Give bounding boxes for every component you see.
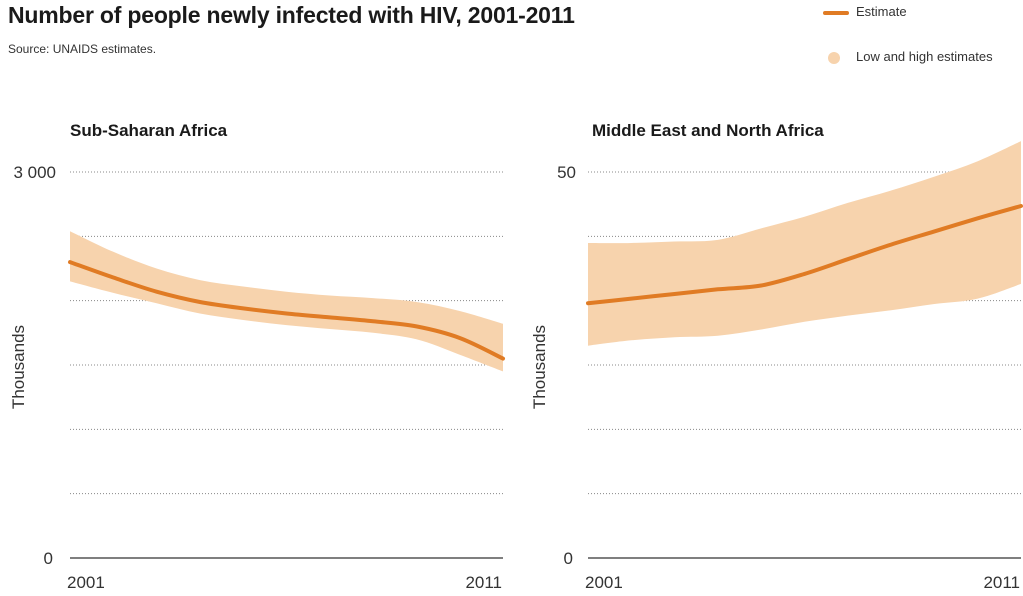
y-axis-label: Thousands <box>9 325 28 409</box>
y-tick-label: 0 <box>564 549 573 568</box>
y-tick-label: 0 <box>44 549 53 568</box>
x-tick-label: 2001 <box>585 573 623 592</box>
y-axis-label: Thousands <box>530 325 549 409</box>
chart-title: Number of people newly infected with HIV… <box>8 2 575 28</box>
panel-title: Middle East and North Africa <box>592 121 824 140</box>
range-band <box>70 231 503 372</box>
chart-panel-0: Sub-Saharan Africa 3 000 0 2001 2011 Thousand… <box>9 121 505 592</box>
x-tick-label: 2011 <box>465 573 502 592</box>
y-tick-label: 50 <box>557 163 576 182</box>
legend-item-range: Low and high estimates <box>818 47 1023 67</box>
legend-item-estimate: Estimate <box>818 2 1023 22</box>
estimate-line <box>68 260 505 361</box>
panel-title: Sub-Saharan Africa <box>70 121 228 140</box>
source-note: Source: UNAIDS estimates. <box>8 42 157 56</box>
x-tick-label: 2001 <box>67 573 105 592</box>
legend-dot-swatch <box>828 52 840 64</box>
x-tick-label: 2011 <box>983 573 1020 592</box>
legend-label-estimate: Estimate <box>856 4 907 19</box>
estimate-line <box>586 204 1023 306</box>
legend: Estimate Low and high estimates <box>818 2 1023 67</box>
legend-line-swatch <box>823 11 849 15</box>
range-band <box>588 141 1021 346</box>
legend-label-range: Low and high estimates <box>856 49 993 64</box>
chart-panel-1: Middle East and North Africa 50 0 2001 2011 T… <box>530 121 1023 592</box>
y-tick-label: 3 000 <box>13 163 56 182</box>
